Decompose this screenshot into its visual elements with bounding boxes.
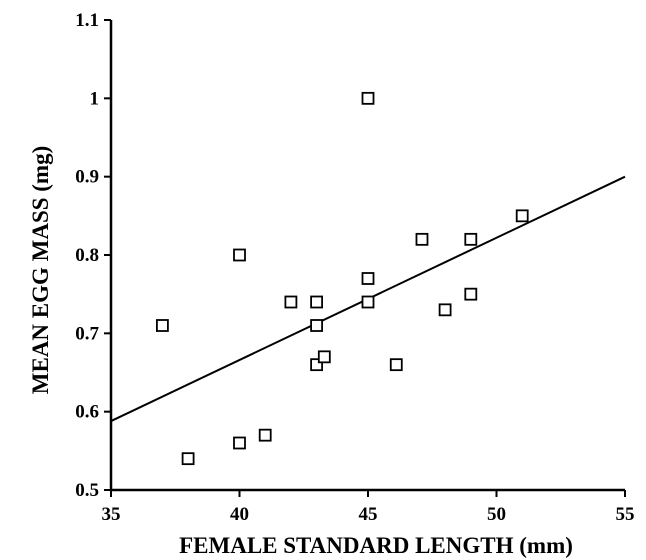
data-point-square <box>415 232 429 246</box>
x-axis-title: FEMALE STANDARD LENGTH (mm) <box>179 533 573 558</box>
x-tick-label: 50 <box>487 504 506 525</box>
data-point-square <box>389 358 403 372</box>
y-axis-title: MEAN EGG MASS (mg) <box>28 146 53 395</box>
x-tick-label: 35 <box>102 504 121 525</box>
points-group <box>155 91 529 466</box>
data-point-square <box>284 295 298 309</box>
y-tick-label: 0.8 <box>75 245 99 266</box>
data-point-square <box>361 91 375 105</box>
y-tick-label: 0.6 <box>75 402 99 423</box>
data-point-square <box>438 303 452 317</box>
data-point-square <box>464 232 478 246</box>
data-point-square <box>233 248 246 262</box>
x-ticks: 35 40 45 50 55 <box>102 490 635 525</box>
data-point-square <box>310 295 324 309</box>
data-point-square <box>515 209 529 223</box>
data-point-square <box>464 287 478 301</box>
y-tick-label: 0.7 <box>75 323 99 344</box>
data-point-square <box>233 436 246 450</box>
data-point-square <box>361 272 375 285</box>
y-tick-label: 0.9 <box>75 167 99 188</box>
x-tick-label: 45 <box>359 504 378 525</box>
y-tick-label: 1.1 <box>75 10 99 31</box>
y-tick-label: 0.5 <box>75 480 99 501</box>
axes <box>109 20 625 492</box>
data-point-square <box>181 452 195 466</box>
data-point-square <box>155 319 169 332</box>
x-tick-label: 55 <box>616 504 635 525</box>
y-ticks: 0.5 0.6 0.7 0.8 0.9 1 1.1 <box>75 10 111 501</box>
x-tick-label: 40 <box>230 504 249 525</box>
data-point-square <box>310 319 324 332</box>
data-point-square <box>361 295 375 309</box>
data-point-square <box>317 350 331 364</box>
data-point-square <box>258 428 272 442</box>
y-tick-label: 1 <box>90 88 100 109</box>
data-point-square <box>310 358 324 372</box>
